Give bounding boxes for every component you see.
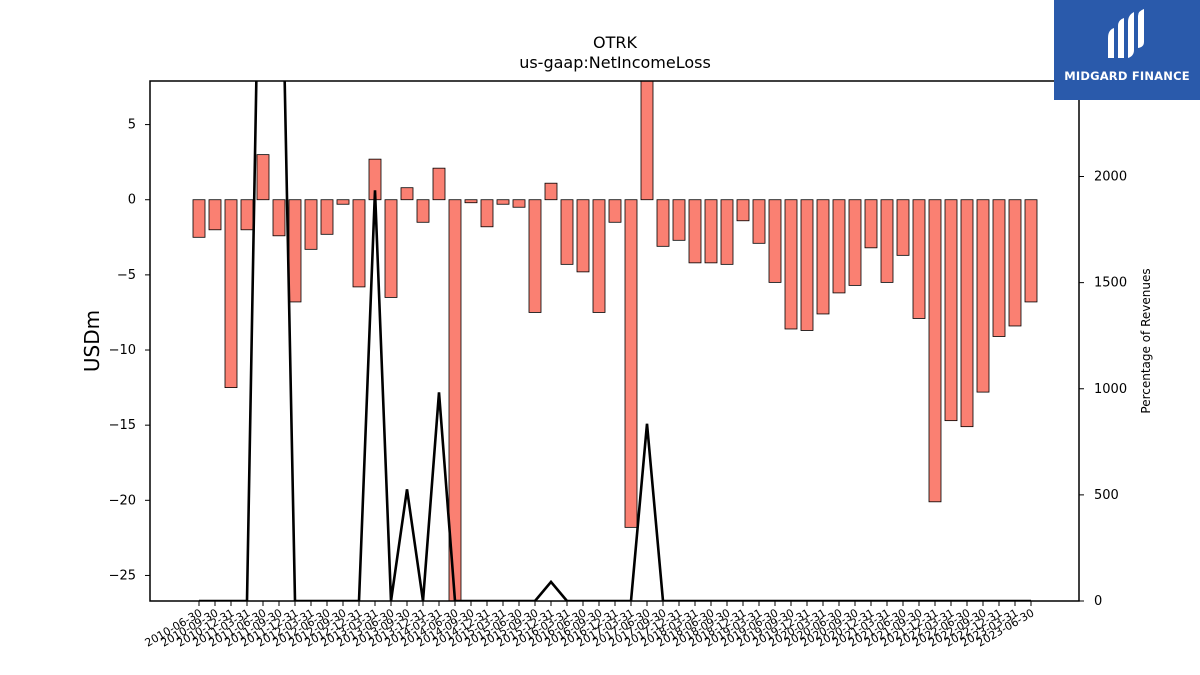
bar [624,199,638,528]
bar [352,199,366,288]
y2-tick-label: 1500 [1094,276,1127,291]
y-tick-label: −20 [109,493,136,508]
y2-tick-label: 500 [1094,488,1119,503]
y-axis-right: 0 500 1000 1500 2000 [1079,170,1127,609]
y2-tick-label: 0 [1094,594,1102,609]
bar [224,199,238,388]
bar [592,199,606,313]
bar [944,199,958,422]
bar [416,199,430,223]
bar [1008,199,1022,327]
bar [576,199,590,273]
bar [672,199,686,241]
bar [976,199,990,393]
y-tick-label: −10 [109,343,136,358]
bar [208,199,222,231]
bar [880,199,894,283]
bar [800,199,814,331]
bar-series [192,81,1038,601]
logo-mark-icon [1108,9,1144,58]
chart-title: OTRK [593,33,637,52]
y-axis-left: 5 0 −5 −10 −15 −20 −25 [109,118,150,583]
bar [496,199,510,205]
y-tick-label: −25 [109,568,136,583]
bar [912,199,926,319]
y2-tick-label: 2000 [1094,170,1127,185]
bar [736,199,750,222]
bar [272,199,286,237]
bar [864,199,878,249]
bar [656,199,670,247]
bar [768,199,782,283]
bar [320,199,334,235]
bar [688,199,702,264]
bar [608,199,622,223]
bar [832,199,846,294]
bar [512,199,526,208]
bar [960,199,974,428]
bar [784,199,798,330]
bar [848,199,862,286]
line-series [199,81,1031,601]
bar [192,199,206,238]
bar [256,154,270,201]
y2-tick-label: 1000 [1094,382,1127,397]
y2-axis-label: Percentage of Revenues [1139,268,1153,413]
bar [896,199,910,256]
bar [480,199,494,228]
bar [528,199,542,313]
chart-subtitle: us-gaap:NetIncomeLoss [519,53,711,72]
y-tick-label: −15 [109,418,136,433]
bar [1024,199,1038,303]
bar [544,182,558,201]
bar [816,199,830,315]
bar [304,199,318,250]
logo: MIDGARD FINANCE [1054,0,1200,100]
y-tick-label: 0 [128,193,136,208]
bar [288,199,302,303]
y-axis-label: USDm [80,310,104,372]
bar [240,199,254,231]
line-path [199,81,1031,601]
x-axis: 2010-06-302010-09-302010-12-312011-03-31… [143,601,1037,650]
bar [992,199,1006,337]
bar [400,187,414,201]
y-tick-label: 5 [128,118,136,133]
bar [432,167,446,201]
bar [464,199,478,204]
bar [752,199,766,244]
logo-text: MIDGARD FINANCE [1064,69,1190,83]
bar [720,199,734,265]
bar [336,199,350,205]
bar [704,199,718,264]
bar [560,199,574,265]
bar [640,81,654,201]
y-tick-label: −5 [117,268,136,283]
bar [928,199,942,503]
bar [384,199,398,298]
